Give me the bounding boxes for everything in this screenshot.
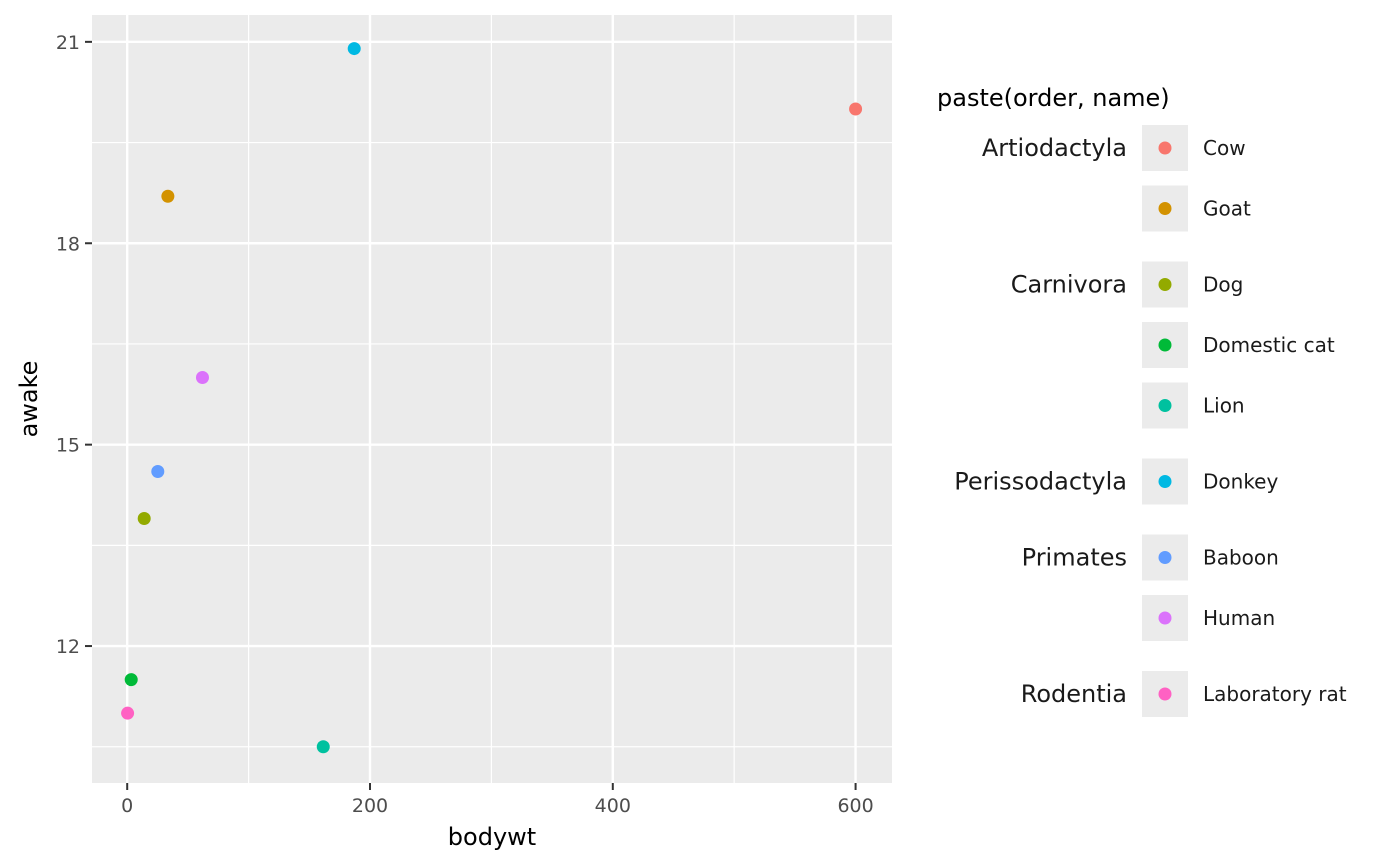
legend-item-label: Dog xyxy=(1203,273,1243,297)
y-axis-title: awake xyxy=(15,361,43,438)
x-tick-label: 600 xyxy=(837,795,873,817)
data-point xyxy=(137,511,151,525)
legend-key-dot xyxy=(1158,611,1172,625)
data-point xyxy=(121,706,135,720)
legend-title: paste(order, name) xyxy=(937,84,1170,112)
major-gridlines xyxy=(92,15,892,783)
legend-item-label: Baboon xyxy=(1203,546,1279,570)
legend-item-label: Lion xyxy=(1203,394,1245,418)
legend: paste(order, name) Artiodactyla Cow Goat Ca… xyxy=(937,84,1347,717)
legend-item-label: Human xyxy=(1203,606,1275,630)
data-point xyxy=(151,465,165,479)
axes: 0 200 400 600 12 15 18 21 xyxy=(56,32,874,817)
x-tick-label: 200 xyxy=(352,795,388,817)
plot-panel xyxy=(92,15,892,783)
legend-group-label: Carnivora xyxy=(1011,271,1127,299)
y-tick-label: 12 xyxy=(56,636,80,658)
x-tick-label: 400 xyxy=(595,795,631,817)
legend-key-dot xyxy=(1158,338,1172,352)
data-point xyxy=(161,189,175,203)
legend-key-dot xyxy=(1158,475,1172,488)
data-point xyxy=(316,740,330,754)
x-axis-title: bodywt xyxy=(448,823,536,851)
legend-group-label: Artiodactyla xyxy=(982,134,1127,162)
data-points xyxy=(121,42,863,754)
data-point xyxy=(195,371,209,385)
y-tick-label: 15 xyxy=(56,435,80,457)
legend-group-label: Primates xyxy=(1022,544,1127,572)
legend-group-label: Perissodactyla xyxy=(954,468,1127,496)
data-point xyxy=(347,42,361,56)
legend-key-dot xyxy=(1158,687,1172,701)
legend-key-dot xyxy=(1158,399,1172,412)
legend-item-label: Laboratory rat xyxy=(1203,682,1347,706)
x-tick-label: 0 xyxy=(121,795,133,817)
legend-key-dot xyxy=(1158,278,1172,291)
y-tick-label: 21 xyxy=(56,32,80,54)
legend-key-dot xyxy=(1158,551,1172,564)
legend-group-label: Rodentia xyxy=(1021,680,1127,708)
legend-key-dot xyxy=(1158,202,1172,215)
legend-item-label: Donkey xyxy=(1203,470,1278,494)
legend-item-label: Goat xyxy=(1203,197,1251,221)
legend-key-dot xyxy=(1158,141,1172,155)
legend-item-label: Cow xyxy=(1203,136,1246,160)
data-point xyxy=(849,102,863,116)
legend-item-label: Domestic cat xyxy=(1203,333,1335,357)
y-tick-label: 18 xyxy=(56,233,80,255)
data-point xyxy=(124,673,138,687)
minor-gridlines xyxy=(92,15,892,783)
